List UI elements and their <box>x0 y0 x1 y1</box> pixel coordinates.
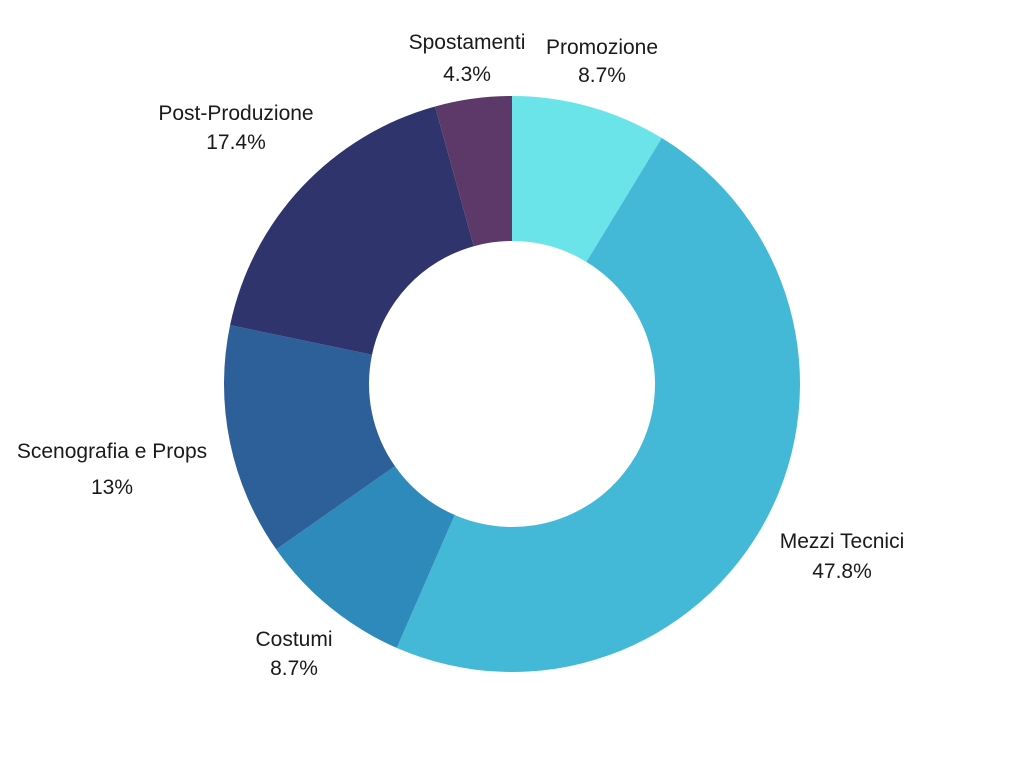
slice-value-post-produzione: 17.4% <box>206 131 266 154</box>
slice-labels: Promozione 8.7% Mezzi Tecnici 47.8% Costumi 8… <box>17 31 904 680</box>
slice-value-costumi: 8.7% <box>270 657 318 680</box>
slice-costumi <box>276 466 455 648</box>
slice-value-promozione: 8.7% <box>578 64 626 87</box>
slice-spostamenti <box>435 96 512 247</box>
slice-value-spostamenti: 4.3% <box>443 63 491 86</box>
slice-label-post-produzione: Post-Produzione <box>158 102 313 125</box>
slice-value-mezzi-tecnici: 47.8% <box>812 560 872 583</box>
slice-post-produzione <box>230 106 474 355</box>
slice-label-costumi: Costumi <box>255 628 332 651</box>
slice-promozione <box>512 96 662 262</box>
slice-label-scenografia-e-props: Scenografia e Props <box>17 440 207 463</box>
slice-label-promozione: Promozione <box>546 36 658 59</box>
slice-label-mezzi-tecnici: Mezzi Tecnici <box>780 530 904 553</box>
donut-slices <box>223 96 801 672</box>
slice-mezzi-tecnici <box>396 138 801 672</box>
slice-label-spostamenti: Spostamenti <box>409 31 526 54</box>
slice-scenografia-e-props <box>223 325 395 550</box>
slice-value-scenografia-e-props: 13% <box>91 476 133 499</box>
